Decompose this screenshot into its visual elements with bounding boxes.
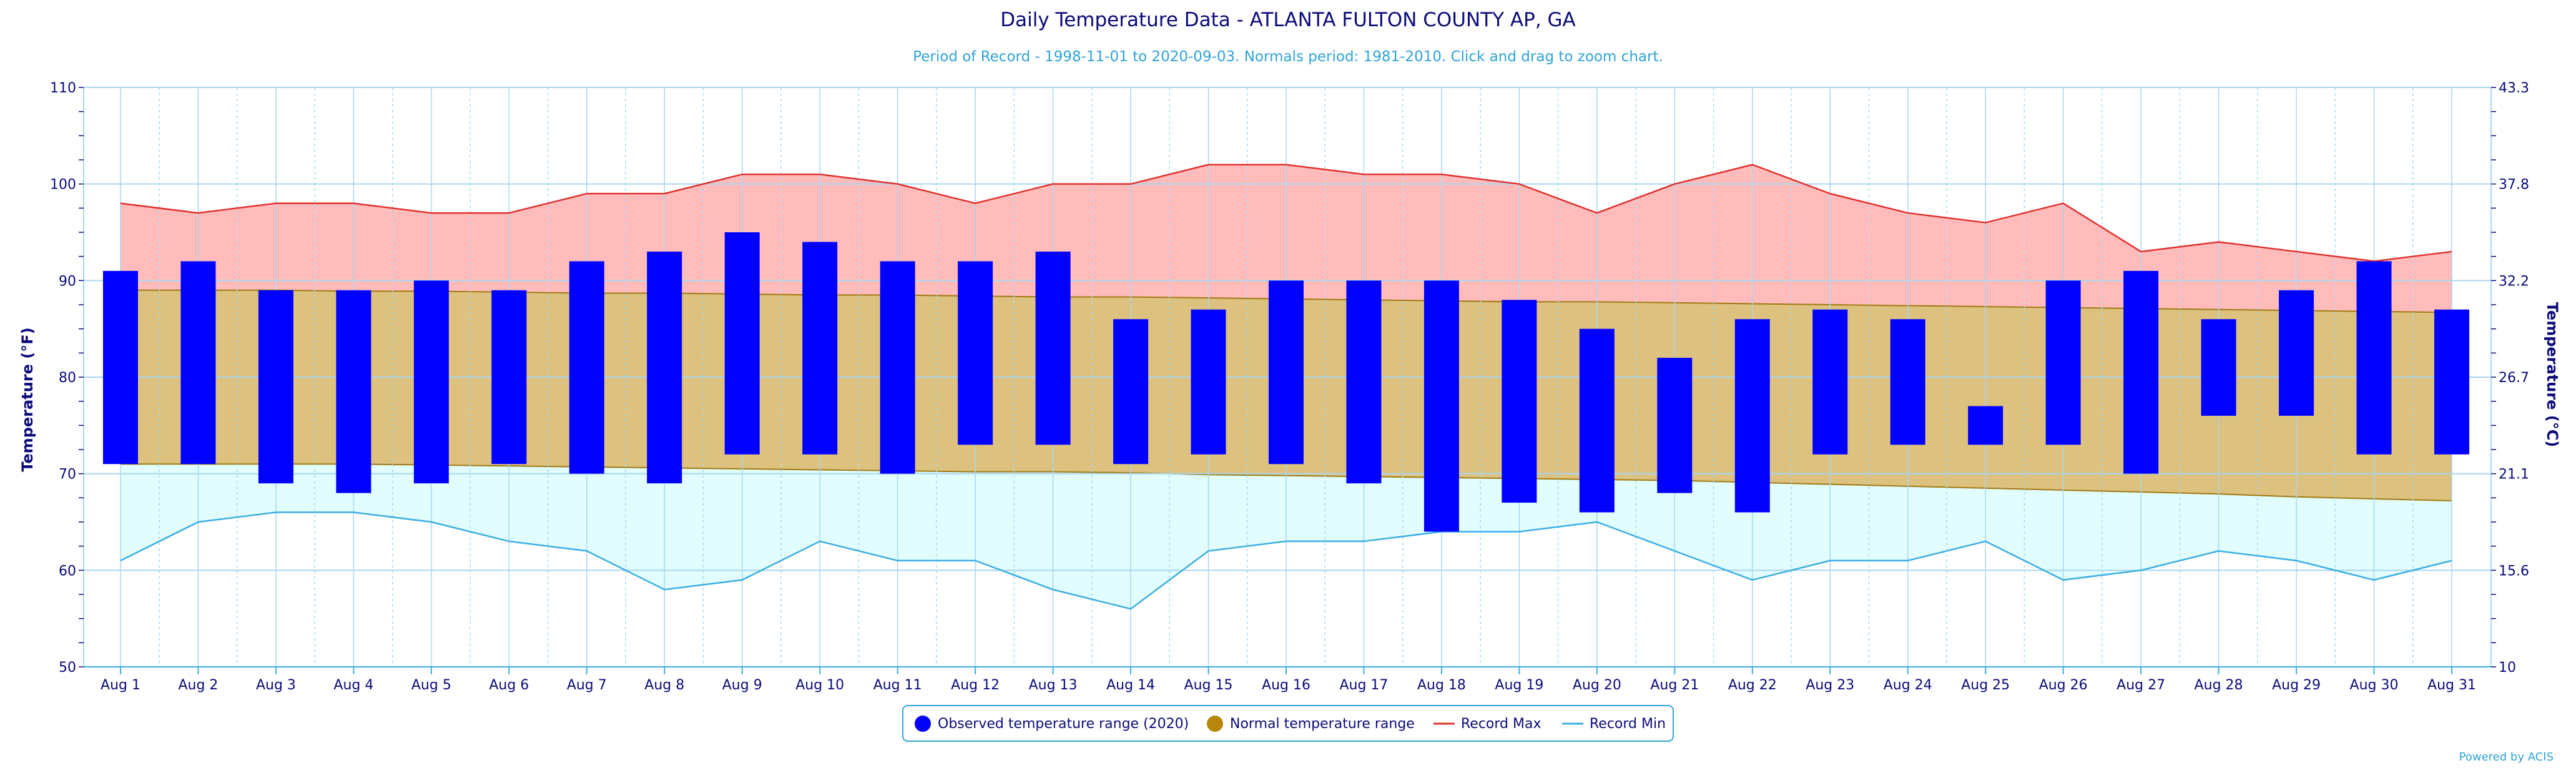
- chart-subtitle: Period of Record - 1998-11-01 to 2020-09…: [913, 49, 1663, 65]
- observed-range-bar: [1657, 358, 1693, 493]
- y-tick-label-right: 37.8: [2499, 177, 2529, 193]
- observed-range-bar: [491, 290, 527, 465]
- observed-bars-layer: [103, 232, 2469, 532]
- legend-symbol-observed: [915, 716, 931, 732]
- x-tick-label: Aug 5: [411, 677, 451, 693]
- legend-label-record-min: Record Min: [1590, 716, 1666, 732]
- legend[interactable]: Observed temperature range (2020) Normal…: [902, 705, 1674, 742]
- x-tick-label: Aug 23: [1806, 677, 1854, 693]
- y-tick-label-right: 32.2: [2499, 273, 2529, 289]
- legend-item-record-min[interactable]: Record Min: [1562, 716, 1666, 732]
- x-tick-label: Aug 3: [256, 677, 296, 693]
- observed-range-bar: [258, 290, 293, 484]
- x-tick-label: Aug 19: [1495, 677, 1543, 693]
- observed-range-bar: [2279, 290, 2314, 416]
- y-tick-label-right: 26.7: [2499, 370, 2529, 386]
- y-axis-right-title: Temperature (°C): [2544, 302, 2561, 448]
- observed-range-bar: [1423, 280, 1459, 532]
- observed-range-bar: [1968, 406, 2003, 445]
- x-tick-label: Aug 16: [1262, 677, 1310, 693]
- legend-label-normal: Normal temperature range: [1230, 716, 1415, 732]
- x-tick-label: Aug 21: [1650, 677, 1699, 693]
- x-tick-label: Aug 8: [644, 677, 684, 693]
- y-tick-label-left: 100: [50, 177, 76, 193]
- legend-item-record-max[interactable]: Record Max: [1433, 716, 1541, 732]
- x-tick-label: Aug 26: [2039, 677, 2088, 693]
- powered-by-credit[interactable]: Powered by ACIS: [2459, 751, 2554, 764]
- legend-symbol-normal: [1207, 716, 1223, 732]
- observed-range-bar: [180, 261, 216, 465]
- legend-label-observed: Observed temperature range (2020): [938, 716, 1189, 732]
- y-tick-label-right: 21.1: [2499, 467, 2529, 483]
- x-tick-label: Aug 30: [2350, 677, 2399, 693]
- observed-range-bar: [1579, 328, 1615, 513]
- observed-range-bar: [1346, 280, 1382, 484]
- y-tick-label-right: 10: [2499, 660, 2516, 676]
- observed-range-bar: [2201, 319, 2236, 416]
- y-tick-label-left: 110: [50, 81, 76, 96]
- legend-item-normal[interactable]: Normal temperature range: [1207, 716, 1415, 732]
- observed-range-bar: [647, 251, 682, 484]
- x-tick-label: Aug 18: [1417, 677, 1466, 693]
- x-tick-label: Aug 14: [1106, 677, 1155, 693]
- x-tick-label: Aug 17: [1339, 677, 1388, 693]
- x-tick-label: Aug 22: [1728, 677, 1777, 693]
- record-max-line: [120, 164, 2452, 262]
- observed-range-bar: [1191, 309, 1226, 455]
- observed-range-bar: [958, 261, 993, 445]
- chart-title: Daily Temperature Data - ATLANTA FULTON …: [1000, 9, 1576, 31]
- observed-range-bar: [1812, 309, 1848, 455]
- observed-range-bar: [1035, 251, 1071, 445]
- x-tick-label: Aug 2: [178, 677, 218, 693]
- x-tick-label: Aug 7: [567, 677, 607, 693]
- x-tick-label: Aug 4: [333, 677, 373, 693]
- observed-range-bar: [569, 261, 604, 474]
- axes-layer: 50 60 70 80 90 100 110 10 15.6 21.1 26.7 32.2 37.8 43…: [50, 81, 2529, 693]
- record-lines-layer: [120, 164, 2452, 610]
- legend-box: [902, 705, 1674, 742]
- x-tick-label: Aug 24: [1884, 677, 1932, 693]
- x-tick-label: Aug 25: [1961, 677, 2010, 693]
- record-min-line: [120, 511, 2452, 610]
- x-tick-label: Aug 6: [489, 677, 529, 693]
- observed-range-bar: [2356, 261, 2392, 455]
- observed-range-bar: [1113, 319, 1149, 465]
- x-tick-label: Aug 10: [795, 677, 844, 693]
- observed-range-bar: [2434, 309, 2469, 455]
- observed-range-bar: [1502, 300, 1537, 503]
- y-axis-left-title: Temperature (°F): [19, 327, 36, 471]
- observed-range-bar: [2123, 270, 2159, 474]
- y-tick-label-left: 50: [59, 660, 76, 676]
- y-tick-label-right: 15.6: [2499, 563, 2529, 579]
- x-tick-label: Aug 13: [1029, 677, 1078, 693]
- x-tick-label: Aug 27: [2116, 677, 2165, 693]
- observed-range-bar: [802, 242, 838, 455]
- x-tick-label: Aug 20: [1573, 677, 1621, 693]
- y-tick-label-left: 90: [59, 273, 76, 289]
- y-tick-label-left: 60: [59, 563, 76, 579]
- x-tick-label: Aug 9: [722, 677, 762, 693]
- observed-range-bar: [336, 290, 371, 493]
- x-tick-label: Aug 31: [2427, 677, 2476, 693]
- y-tick-label-right: 43.3: [2499, 81, 2529, 96]
- x-tick-label: Aug 1: [101, 677, 140, 693]
- observed-range-bar: [1734, 319, 1770, 513]
- observed-range-bar: [1269, 280, 1304, 465]
- observed-range-bar: [413, 280, 449, 484]
- observed-range-bar: [103, 270, 138, 465]
- x-tick-label: Aug 11: [873, 677, 922, 693]
- legend-item-observed[interactable]: Observed temperature range (2020): [915, 716, 1189, 732]
- x-tick-label: Aug 12: [951, 677, 1000, 693]
- x-tick-label: Aug 29: [2272, 677, 2321, 693]
- x-tick-label: Aug 15: [1184, 677, 1233, 693]
- observed-range-bar: [724, 232, 760, 455]
- observed-range-bar: [2045, 280, 2081, 445]
- legend-label-record-max: Record Max: [1461, 716, 1541, 732]
- y-tick-label-left: 70: [59, 467, 76, 483]
- x-tick-label: Aug 28: [2195, 677, 2243, 693]
- observed-range-bar: [1890, 319, 1925, 445]
- observed-range-bar: [880, 261, 915, 474]
- y-tick-label-left: 80: [59, 370, 76, 386]
